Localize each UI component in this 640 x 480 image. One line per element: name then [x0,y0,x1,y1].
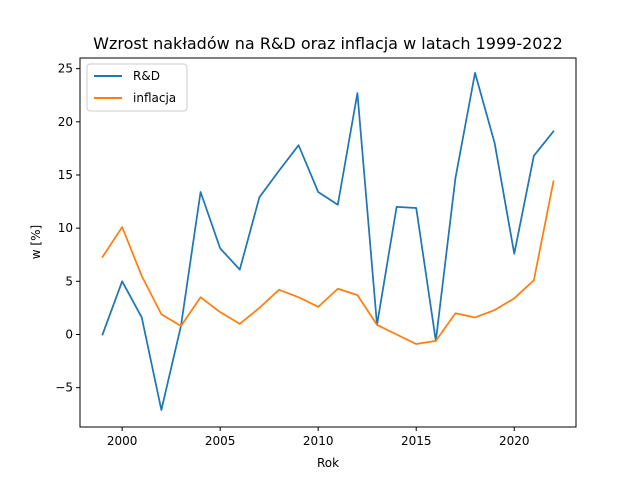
y-axis-label: w [%] [29,225,43,259]
series-line-r-d [101,72,555,411]
y-tick-label: 25 [58,62,73,76]
x-tick-label: 2020 [499,434,530,448]
legend: R&D inflacja [86,63,188,112]
legend-label-inflacja: inflacja [133,91,176,105]
x-tick-label: 2010 [303,434,334,448]
y-tick-label: 5 [65,274,73,288]
y-tick-label: 0 [65,327,73,341]
x-tick-label: 2005 [205,434,236,448]
x-tick-label: 2000 [107,434,138,448]
x-axis-ticks: 2000 2005 2010 2015 2020 [107,427,530,448]
series-line-inflacja [101,180,555,345]
chart-title: Wzrost nakładów na R&D oraz inflacja w l… [93,34,563,53]
y-tick-label: −5 [55,381,73,395]
y-tick-label: 20 [58,115,73,129]
x-axis-label: Rok [317,456,339,470]
y-tick-label: 15 [58,168,73,182]
y-tick-label: 10 [58,221,73,235]
axes-frame [79,57,577,428]
plot-area [101,72,555,411]
legend-label-rd: R&D [133,69,160,83]
x-tick-label: 2015 [401,434,432,448]
y-axis-ticks: −5 0 5 10 15 20 25 [55,62,80,395]
